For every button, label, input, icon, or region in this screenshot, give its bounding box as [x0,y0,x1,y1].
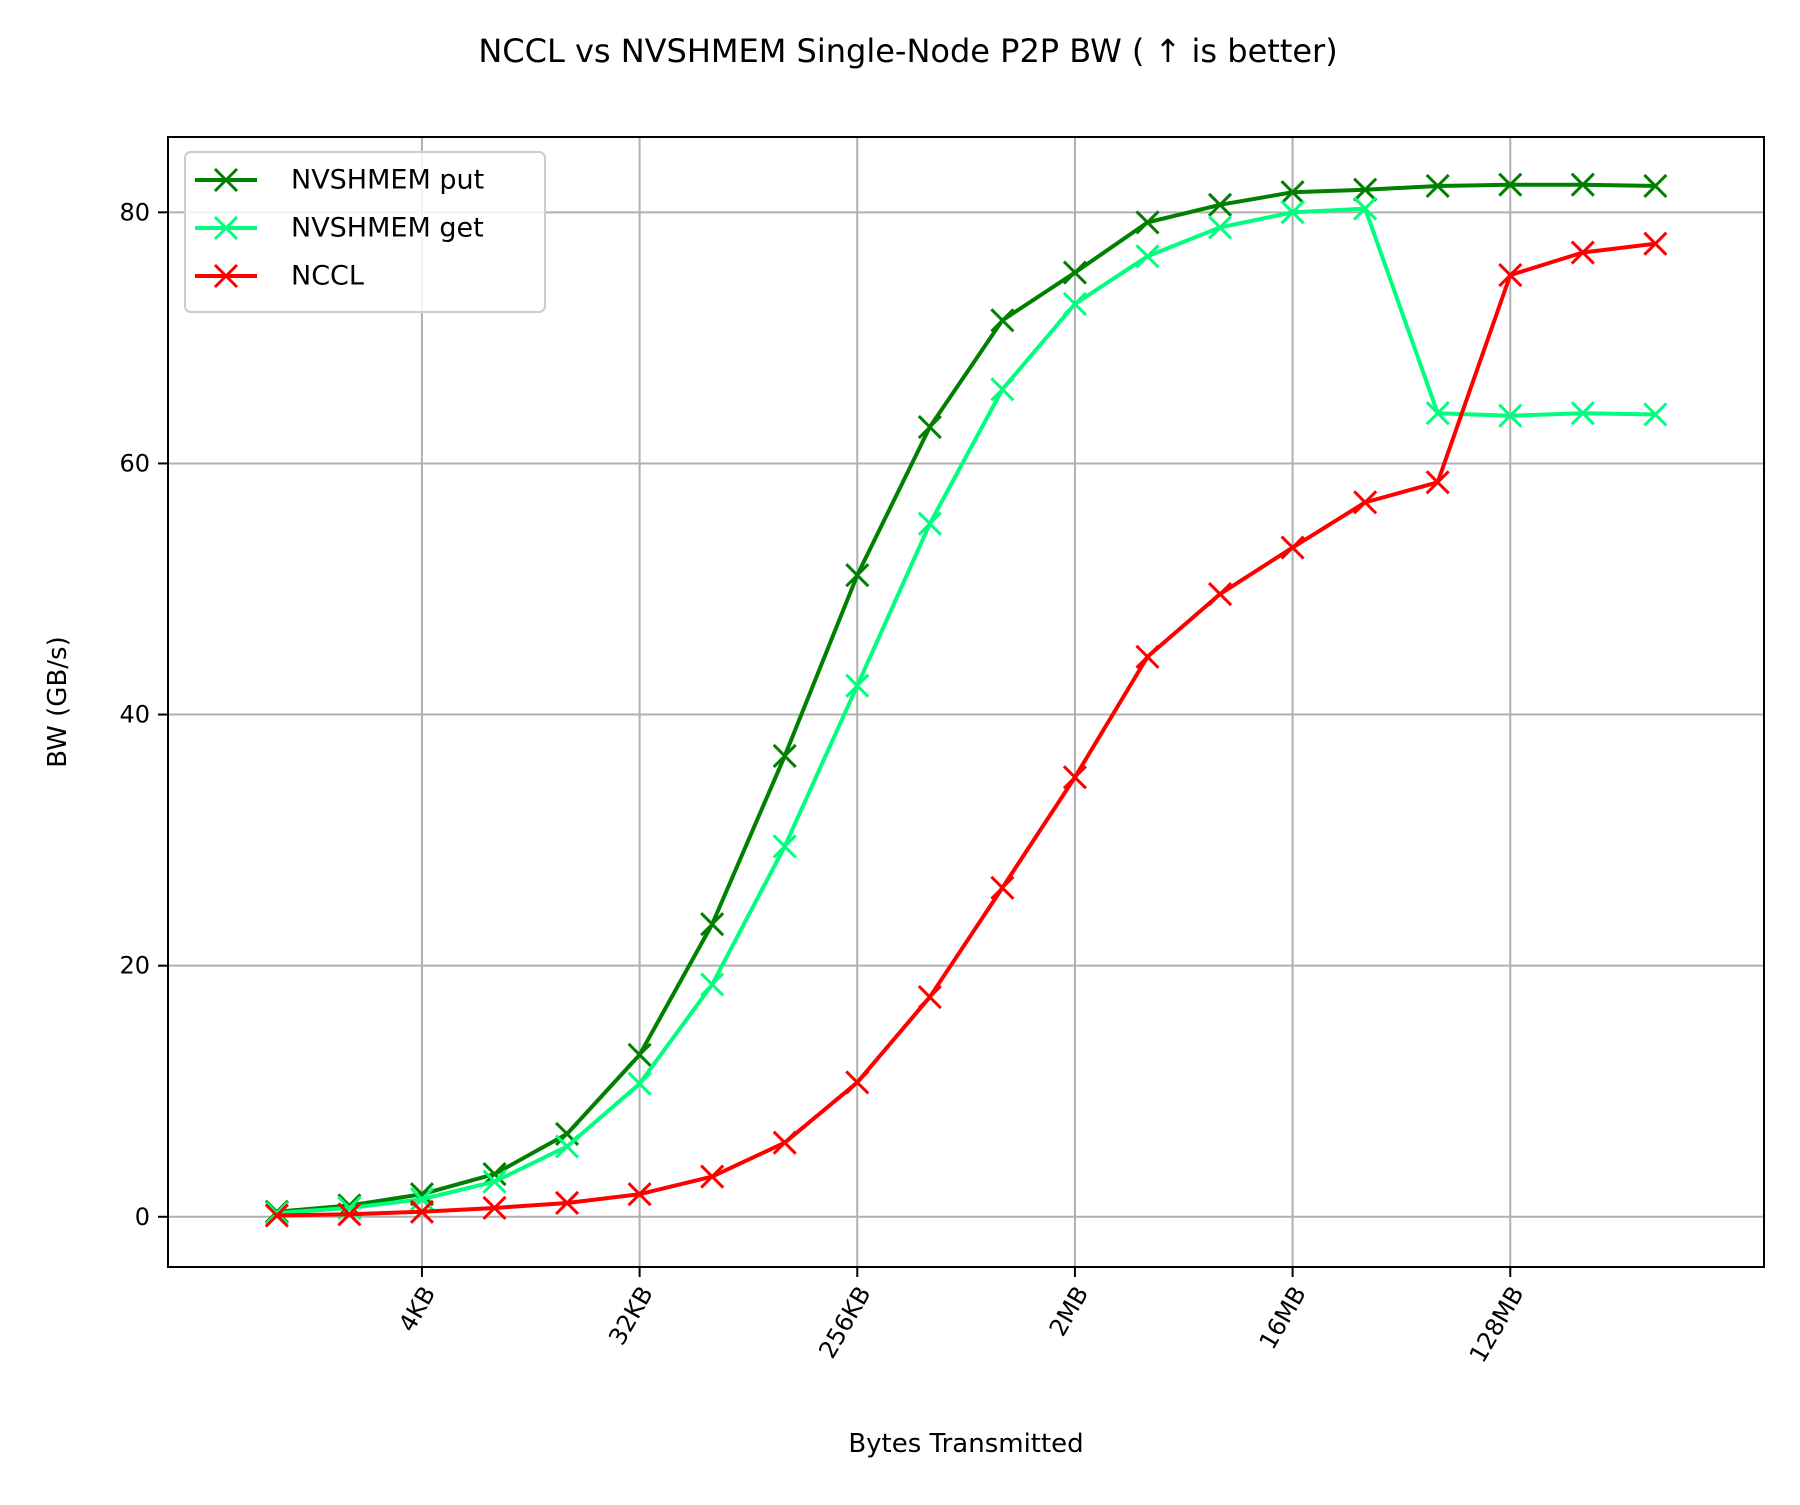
data-point-nvshmem-get [1207,215,1233,240]
data-point-nvshmem-put [1498,172,1523,197]
data-point-nvshmem-get [772,834,797,859]
data-point-nccl [482,1195,507,1221]
data-point-nvshmem-put [627,1042,652,1067]
data-point-nvshmem-get [845,673,870,698]
plot-frame [167,136,1765,1268]
y-axis-ticks: 0 20 40 60 80 [119,198,168,1231]
data-point-nvshmem-put [1062,260,1087,285]
data-point-nccl [845,1070,870,1095]
chart-title: NCCL vs NVSHMEM Single-Node P2P BW ( ↑ i… [478,32,1337,70]
data-point-nvshmem-put [1425,173,1450,199]
data-point-nvshmem-get [1280,200,1305,225]
data-point-nccl [1570,240,1595,265]
x-tick-label: 16MB [1254,1282,1312,1355]
legend-box [184,151,546,313]
data-point-nvshmem-put [1280,180,1305,205]
y-tick-label: 40 [119,701,150,729]
legend-marker [213,263,239,289]
series-nvshmem-get [264,196,1668,1226]
data-point-nvshmem-get [1353,196,1378,221]
legend-item-nccl: NCCL [195,261,364,292]
data-point-nccl [1207,581,1233,607]
data-point-nvshmem-put [1643,173,1668,199]
data-point-nccl [264,1203,289,1228]
series-nvshmem-put [264,172,1668,1224]
data-point-nvshmem-get [1570,401,1595,426]
data-point-nccl [1425,470,1450,495]
data-point-nccl [1280,535,1305,560]
data-point-nccl [1062,765,1087,790]
data-point-nvshmem-put [1570,172,1595,197]
legend-label: NVSHMEM get [291,213,484,244]
data-point-nvshmem-put [990,308,1015,333]
data-point-nvshmem-get [917,511,942,536]
data-point-nvshmem-put [845,563,870,588]
legend: NVSHMEM put NVSHMEM get NCCL [184,151,546,313]
series-nccl [264,231,1668,1228]
data-point-nvshmem-put [1207,192,1233,217]
data-point-nvshmem-get [554,1134,580,1159]
x-tick-label: 32KB [603,1282,659,1350]
data-point-nvshmem-put [700,912,725,937]
y-axis-label: BW (GB/s) [43,636,73,767]
data-point-nccl [627,1182,652,1207]
data-point-nccl [1135,644,1160,669]
data-point-nccl [700,1164,725,1189]
x-tick-label: 2MB [1044,1282,1094,1341]
legend-item-nvshmem-put: NVSHMEM put [195,165,484,196]
data-point-nvshmem-get [1425,401,1450,426]
series-line-nvshmem-get [276,206,1656,1216]
data-point-nccl [917,984,942,1010]
data-point-nvshmem-get [264,1200,289,1226]
y-tick-label: 0 [135,1203,150,1231]
data-point-nvshmem-put [772,743,797,769]
x-axis-label: Bytes Transmitted [848,1429,1083,1459]
data-point-nvshmem-put [1135,210,1160,235]
data-point-nvshmem-get [627,1071,652,1096]
x-axis-ticks: 4KB 32KB 256KB 2MB 16MB 128MB [393,1267,1530,1368]
data-point-nvshmem-get [990,377,1015,402]
y-tick-label: 20 [119,952,150,980]
y-tick-label: 60 [119,449,150,477]
legend-item-nvshmem-get: NVSHMEM get [195,213,484,244]
series-layer [264,172,1668,1228]
legend-marker [213,167,239,193]
data-point-nccl [409,1199,435,1224]
data-point-nvshmem-put [1353,177,1378,202]
legend-label: NCCL [291,261,364,292]
data-point-nccl [554,1190,580,1216]
x-tick-label: 128MB [1464,1282,1530,1368]
series-line-nccl [276,241,1656,1218]
x-tick-label: 4KB [393,1282,441,1337]
data-point-nvshmem-put [917,414,942,440]
data-point-nvshmem-get [1498,403,1523,428]
data-point-nccl [337,1202,362,1227]
y-tick-label: 80 [119,198,150,226]
data-point-nccl [1353,490,1378,515]
series-line-nvshmem-put [276,182,1656,1214]
data-point-nccl [1643,231,1668,256]
data-point-nccl [772,1130,797,1155]
data-point-nccl [1498,263,1523,288]
data-point-nccl [990,875,1015,900]
x-tick-label: 256KB [813,1282,876,1364]
data-point-nvshmem-get [700,972,725,997]
data-point-nvshmem-get [482,1169,507,1194]
data-point-nvshmem-get [1643,402,1668,427]
legend-marker [213,215,239,241]
data-point-nvshmem-get [1135,244,1160,269]
legend-label: NVSHMEM put [291,165,484,196]
data-point-nvshmem-get [1062,291,1087,317]
